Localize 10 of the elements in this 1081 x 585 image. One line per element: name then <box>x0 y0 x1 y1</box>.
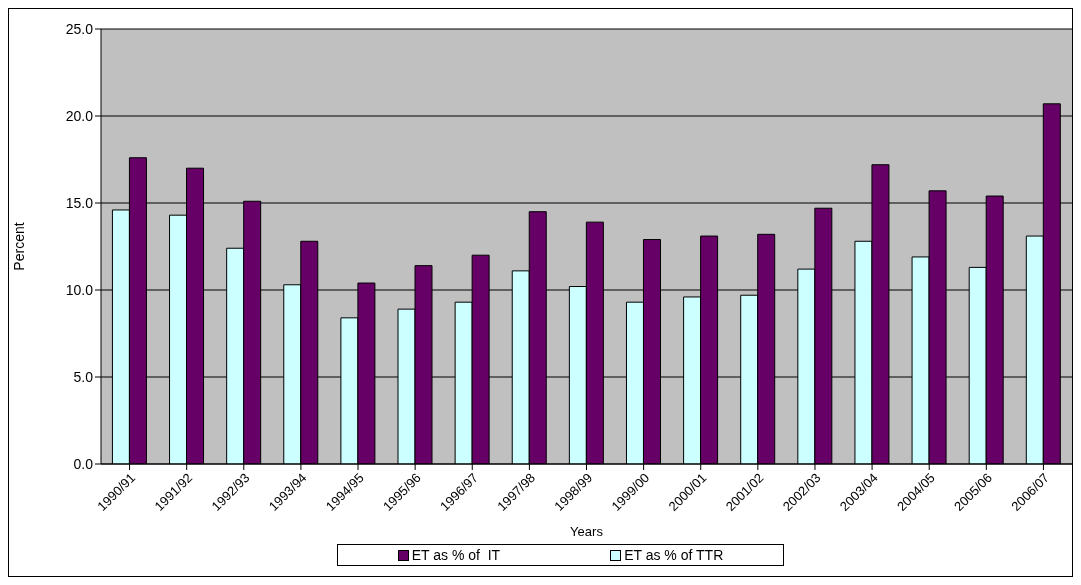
y-tick-label: 5.0 <box>73 368 94 385</box>
legend-label: ET as % of IT <box>410 547 501 563</box>
y-tick-label: 10.0 <box>65 281 94 298</box>
y-tick-label: 15.0 <box>65 194 94 211</box>
y-tick-label: 0.0 <box>73 455 94 472</box>
legend-label: ET as % of TTR <box>623 547 724 563</box>
y-axis-title: Percent <box>10 222 27 271</box>
y-tick-label: 20.0 <box>65 107 94 124</box>
x-axis-title: Years <box>570 524 604 539</box>
y-tick-label: 25.0 <box>65 20 94 37</box>
